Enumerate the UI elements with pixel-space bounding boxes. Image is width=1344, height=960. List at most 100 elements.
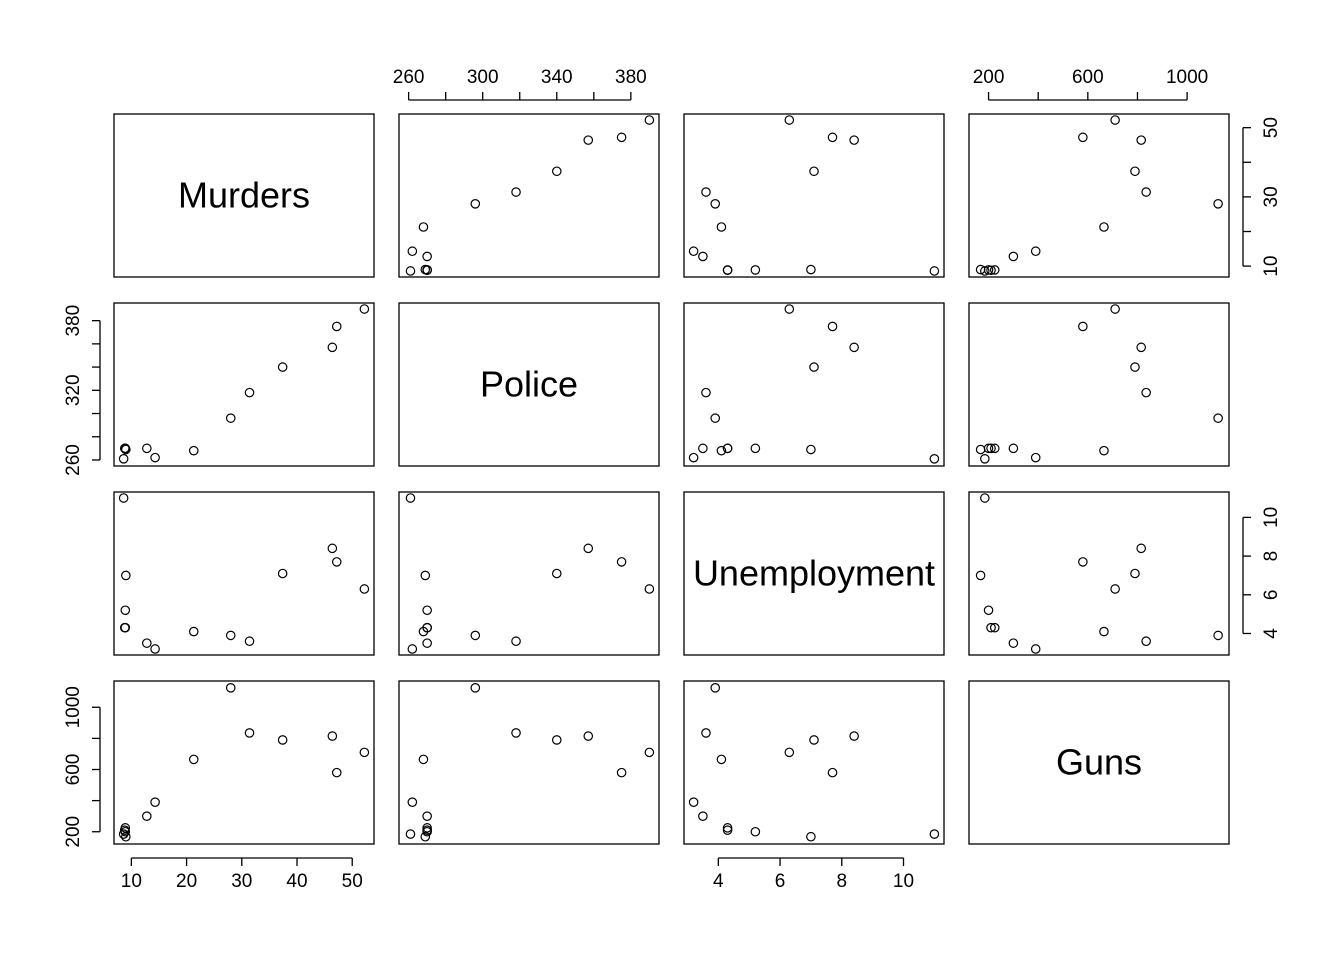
point-unemployment-vs-police-11	[405, 493, 416, 503]
point-guns-vs-unemployment-10	[806, 831, 816, 842]
point-unemployment-vs-guns-11	[980, 493, 990, 503]
point-guns-vs-unemployment-14	[722, 825, 733, 835]
point-guns-vs-murders-3	[327, 731, 338, 741]
point-unemployment-vs-police-3	[583, 543, 594, 554]
point-police-vs-murders-4	[277, 362, 288, 372]
point-guns-vs-police-7	[418, 754, 429, 765]
point-unemployment-vs-murders-5	[244, 636, 255, 647]
point-unemployment-vs-murders-3	[327, 543, 338, 554]
tick-label-left-police-320: 320	[63, 374, 84, 406]
tick-label-bottom-murders-40: 40	[286, 871, 307, 892]
point-police-vs-unemployment-9	[698, 443, 708, 454]
point-guns-vs-unemployment-13	[722, 823, 733, 833]
point-murders-vs-guns-5	[1141, 187, 1151, 197]
tick-label-top-guns-1000: 1000	[1166, 67, 1208, 88]
panel-frame-police-guns	[968, 302, 1230, 467]
point-police-vs-guns-14	[986, 443, 996, 454]
tick-label-left-guns-200: 200	[63, 816, 84, 848]
point-guns-vs-unemployment-6	[710, 683, 721, 693]
point-unemployment-vs-murders-10	[121, 570, 131, 581]
point-unemployment-vs-guns-5	[1141, 636, 1151, 647]
point-unemployment-vs-guns-13	[989, 622, 1000, 633]
point-guns-vs-unemployment-5	[701, 728, 711, 738]
tick-label-right-unemployment-6: 6	[1261, 589, 1282, 600]
point-murders-vs-guns-7	[1099, 222, 1109, 232]
point-unemployment-vs-murders-4	[277, 568, 288, 579]
panel-frame-guns-guns	[968, 680, 1230, 845]
point-unemployment-vs-murders-9	[142, 638, 152, 648]
point-murders-vs-unemployment-3	[849, 135, 859, 145]
point-unemployment-vs-police-5	[511, 636, 521, 647]
panel-frame-guns-murders	[113, 680, 375, 845]
point-police-vs-unemployment-5	[701, 387, 711, 398]
point-murders-vs-police-4	[551, 166, 562, 177]
point-guns-vs-murders-1	[359, 747, 370, 758]
point-unemployment-vs-murders-1	[359, 584, 370, 594]
point-police-vs-murders-11	[118, 454, 129, 464]
point-unemployment-vs-police-6	[470, 630, 481, 641]
panel-frame-unemployment-unemployment	[683, 491, 945, 656]
panel-frame-guns-unemployment	[683, 680, 945, 845]
tick-label-right-murders-50: 50	[1261, 117, 1282, 138]
point-police-vs-guns-12	[983, 443, 994, 454]
point-police-vs-guns-6	[1213, 413, 1223, 423]
point-unemployment-vs-guns-6	[1213, 630, 1223, 641]
point-murders-vs-police-11	[405, 266, 416, 276]
tick-label-right-unemployment-8: 8	[1261, 551, 1282, 562]
point-unemployment-vs-murders-8	[150, 644, 160, 654]
panel-frame-murders-murders	[113, 113, 375, 278]
point-murders-vs-unemployment-2	[827, 132, 838, 143]
point-murders-vs-police-9	[422, 251, 432, 262]
point-police-vs-guns-2	[1078, 321, 1088, 332]
panel-frame-unemployment-guns	[968, 491, 1230, 656]
point-murders-vs-police-8	[407, 246, 418, 257]
point-unemployment-vs-murders-2	[331, 557, 342, 567]
point-murders-vs-unemployment-7	[716, 222, 727, 232]
point-unemployment-vs-guns-12	[983, 605, 994, 616]
point-guns-vs-police-8	[407, 797, 418, 807]
point-police-vs-unemployment-7	[716, 445, 727, 456]
tick-label-bottom-murders-10: 10	[121, 871, 142, 892]
point-unemployment-vs-police-1	[644, 584, 655, 594]
panel-frame-murders-police	[398, 113, 660, 278]
point-unemployment-vs-murders-11	[118, 493, 129, 503]
point-murders-vs-guns-2	[1078, 132, 1088, 143]
panel-frame-unemployment-murders	[113, 491, 375, 656]
point-police-vs-murders-3	[327, 342, 338, 353]
point-murders-vs-unemployment-14	[722, 265, 733, 276]
tick-label-bottom-unemployment-8: 8	[836, 871, 847, 892]
point-guns-vs-police-10	[420, 831, 431, 842]
point-police-vs-guns-8	[1030, 452, 1041, 463]
panel-frame-police-unemployment	[683, 302, 945, 467]
diag-label-murders: Murders	[178, 175, 310, 216]
point-police-vs-unemployment-3	[849, 342, 859, 353]
point-police-vs-unemployment-10	[806, 444, 816, 455]
point-murders-vs-police-7	[418, 222, 429, 232]
point-unemployment-vs-murders-6	[225, 630, 236, 641]
point-police-vs-murders-14	[119, 443, 130, 454]
point-unemployment-vs-guns-3	[1136, 543, 1146, 554]
point-guns-vs-murders-7	[188, 754, 199, 765]
point-unemployment-vs-guns-2	[1078, 557, 1088, 567]
point-unemployment-vs-murders-14	[119, 622, 130, 633]
point-murders-vs-unemployment-9	[698, 251, 708, 262]
diag-label-guns: Guns	[1056, 742, 1142, 783]
point-murders-vs-police-2	[616, 132, 627, 143]
point-murders-vs-unemployment-4	[809, 166, 819, 177]
point-guns-vs-police-14	[422, 825, 432, 835]
point-murders-vs-police-5	[511, 187, 521, 197]
point-police-vs-murders-7	[188, 445, 199, 456]
point-guns-vs-unemployment-7	[716, 754, 727, 765]
point-guns-vs-unemployment-2	[827, 767, 838, 778]
point-guns-vs-murders-5	[244, 728, 255, 738]
point-murders-vs-unemployment-11	[929, 266, 940, 276]
point-murders-vs-police-14	[422, 265, 432, 276]
point-murders-vs-guns-4	[1130, 166, 1140, 177]
point-murders-vs-guns-1	[1110, 115, 1120, 125]
point-murders-vs-unemployment-6	[710, 199, 721, 209]
point-murders-vs-guns-3	[1136, 135, 1146, 145]
point-guns-vs-unemployment-1	[784, 747, 795, 758]
point-police-vs-guns-4	[1130, 362, 1140, 372]
tick-label-top-guns-600: 600	[1072, 67, 1104, 88]
